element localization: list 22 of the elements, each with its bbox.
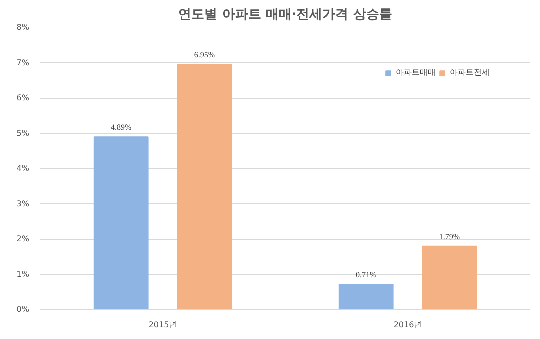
y-tick-label: 0% bbox=[16, 305, 30, 314]
chart-title: 연도별 아파트 매매·전세가격 상승률 bbox=[178, 8, 392, 22]
x-tick-label: 2015년 bbox=[148, 320, 178, 330]
data-label: 6.95% bbox=[194, 50, 216, 60]
y-tick-label: 6% bbox=[16, 94, 30, 102]
y-tick-label: 5% bbox=[16, 128, 30, 138]
data-label: 0.71% bbox=[356, 270, 378, 280]
data-label: 1.79% bbox=[439, 232, 460, 242]
bar bbox=[422, 246, 478, 310]
y-tick-label: 8% bbox=[16, 23, 30, 32]
legend-label: 아파트전세 bbox=[450, 67, 490, 78]
data-label: 4.89% bbox=[111, 123, 132, 132]
bar bbox=[177, 64, 232, 310]
y-tick-label: 3% bbox=[16, 199, 30, 208]
legend-label: 아파트매매 bbox=[396, 67, 436, 78]
x-tick-label: 2016년 bbox=[394, 320, 422, 330]
bar bbox=[94, 136, 149, 310]
bar bbox=[338, 284, 394, 310]
y-tick-label: 1% bbox=[16, 270, 30, 279]
y-tick-label: 7% bbox=[16, 58, 30, 68]
y-tick-label: 2% bbox=[16, 234, 30, 244]
y-tick-label: 4% bbox=[16, 164, 30, 173]
